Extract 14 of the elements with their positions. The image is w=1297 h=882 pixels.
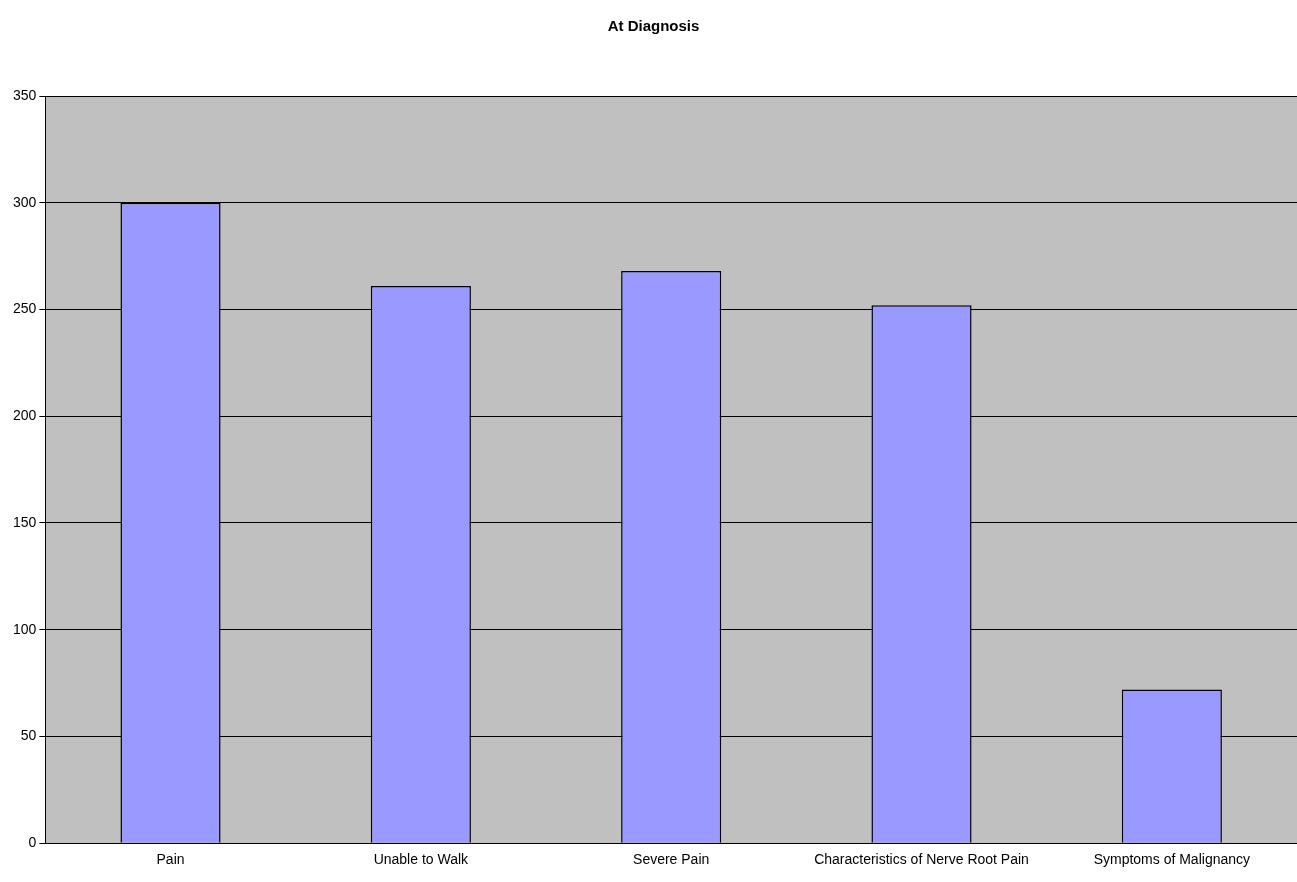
x-tick-label: Severe Pain [633,851,710,868]
y-tick-label: 50 [20,727,37,744]
x-tick-label: Characteristics of Nerve Root Pain [814,851,1029,868]
y-tick-label: 350 [13,86,37,103]
y-tick-label: 250 [13,300,37,317]
y-tick-label: 0 [28,834,37,851]
chart-title: At Diagnosis [607,17,700,35]
y-tick-label: 100 [13,620,37,637]
y-tick-label: 200 [13,407,37,424]
x-tick-label: Symptoms of Malignancy [1093,851,1251,868]
x-tick-label: Pain [156,851,185,868]
x-tick-label: Unable to Walk [373,851,470,868]
y-tick-label: 300 [13,193,37,210]
y-tick-label: 150 [13,513,37,530]
